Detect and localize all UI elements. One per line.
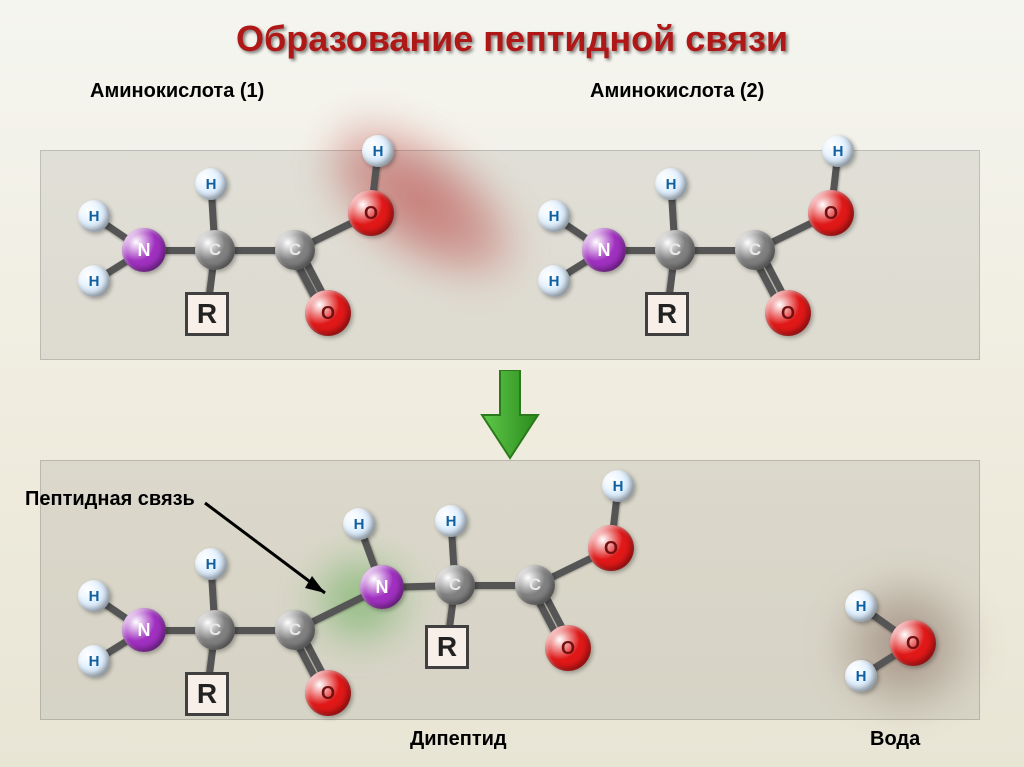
atom-o: O <box>808 190 854 236</box>
peptide-bond-pointer <box>200 498 350 608</box>
atom-n: N <box>360 565 404 609</box>
atom-o: O <box>305 670 351 716</box>
atom-h: H <box>78 580 110 612</box>
atom-h: H <box>362 135 394 167</box>
atom-h: H <box>78 645 110 677</box>
atom-n: N <box>122 228 166 272</box>
r-group-box: R <box>185 672 229 716</box>
atom-h: H <box>78 200 110 232</box>
atom-c: C <box>275 230 315 270</box>
atom-c: C <box>435 565 475 605</box>
atom-c: C <box>655 230 695 270</box>
atom-h: H <box>845 660 877 692</box>
r-group-box: R <box>645 292 689 336</box>
atom-h: H <box>538 200 570 232</box>
atom-o: O <box>890 620 936 666</box>
atom-h: H <box>78 265 110 297</box>
r-group-box: R <box>425 625 469 669</box>
atom-o: O <box>305 290 351 336</box>
atom-c: C <box>195 610 235 650</box>
atom-h: H <box>435 505 467 537</box>
atom-o: O <box>588 525 634 571</box>
reaction-arrow-down <box>480 370 540 460</box>
atom-h: H <box>822 135 854 167</box>
atom-h: H <box>195 168 227 200</box>
atom-h: H <box>845 590 877 622</box>
atom-c: C <box>275 610 315 650</box>
atom-o: O <box>765 290 811 336</box>
atom-c: C <box>195 230 235 270</box>
atom-c: C <box>515 565 555 605</box>
atom-h: H <box>655 168 687 200</box>
atom-h: H <box>602 470 634 502</box>
atom-o: O <box>545 625 591 671</box>
atom-n: N <box>582 228 626 272</box>
r-group-box: R <box>185 292 229 336</box>
slide-container: Образование пептидной связи Аминокислота… <box>0 0 1024 767</box>
atom-o: O <box>348 190 394 236</box>
atom-h: H <box>538 265 570 297</box>
atom-n: N <box>122 608 166 652</box>
atom-c: C <box>735 230 775 270</box>
